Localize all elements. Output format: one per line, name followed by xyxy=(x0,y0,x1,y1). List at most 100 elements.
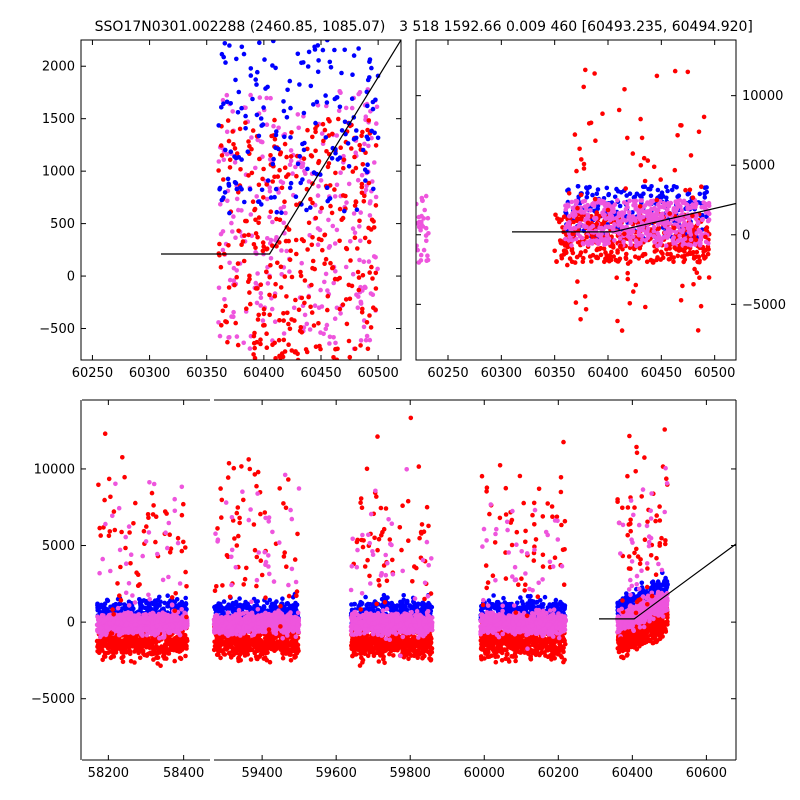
top_left-magenta-point xyxy=(331,280,337,286)
top_left-red-point xyxy=(225,118,231,123)
bottom-blue-point xyxy=(99,602,104,608)
bottom-red-point xyxy=(169,595,175,600)
top_right-blue-point xyxy=(595,187,601,192)
top_left-blue-point xyxy=(271,156,276,162)
top_left-magenta-point xyxy=(357,257,362,263)
top_left-red-point xyxy=(251,352,256,357)
top_left-red-point xyxy=(316,321,321,326)
top_left-magenta-point xyxy=(358,238,363,244)
top_left-blue-point xyxy=(332,47,337,53)
top_left-magenta-point xyxy=(323,271,329,277)
top_right-magenta-point xyxy=(645,226,651,231)
top_left-red-point xyxy=(268,209,274,214)
top_left-magenta-point xyxy=(224,151,230,157)
top_left-blue-point xyxy=(335,157,341,162)
bottom-magenta-point xyxy=(150,625,155,631)
top_left-red-point xyxy=(347,296,353,302)
bottom-magenta-point xyxy=(100,556,105,562)
top_left-blue-point xyxy=(216,123,221,128)
top_left-red-point xyxy=(364,320,370,325)
top_left-red-point xyxy=(373,203,379,208)
title-left: SSO17N0301.002288 (2460.85, 1085.07) xyxy=(95,19,386,35)
top_right-red-point xyxy=(658,249,664,255)
top_left-blue-point xyxy=(300,177,305,182)
top_right-red-point xyxy=(699,184,704,189)
top_right-magenta-point xyxy=(422,207,428,213)
top_left-blue-point xyxy=(228,101,233,106)
top_left-magenta-point xyxy=(234,334,240,339)
top_left-red-point xyxy=(353,165,359,171)
top_left-red-point xyxy=(278,354,284,360)
bottom-red-point xyxy=(167,550,173,555)
bottom-red-point xyxy=(100,657,105,663)
top_left-red-point xyxy=(219,323,224,328)
top_left-blue-point xyxy=(255,199,261,204)
top_left-red-point xyxy=(352,154,357,160)
top_left-red-point xyxy=(284,294,289,299)
top_left-blue-point xyxy=(349,96,355,101)
top_left-red-point xyxy=(308,304,313,310)
top_left-red-point xyxy=(369,264,374,270)
bottom-red-point xyxy=(165,650,171,656)
top_left-magenta-point xyxy=(230,229,235,234)
bottom-red-point xyxy=(101,642,107,647)
top_left-blue-point xyxy=(223,147,228,153)
top_right-magenta-point xyxy=(623,206,629,212)
bottom-red-point xyxy=(288,658,294,663)
top_left-red-point xyxy=(320,247,325,253)
top_right-magenta-point xyxy=(664,202,670,208)
top_left-red-point xyxy=(305,247,310,252)
top_left-blue-point xyxy=(315,69,321,75)
top_left-magenta-point xyxy=(227,335,232,340)
top_left-red-point xyxy=(240,239,246,244)
top_right-red-point xyxy=(583,67,588,73)
top_right-magenta-point xyxy=(686,229,692,235)
top_left-blue-point xyxy=(284,115,290,120)
bottom-red-point xyxy=(110,607,115,612)
bottom-red-point xyxy=(133,500,138,506)
bottom-red-point xyxy=(162,509,168,514)
top_left-ytick-label: 0 xyxy=(67,270,75,285)
top_left-blue-point xyxy=(311,170,317,175)
top_left-blue-point xyxy=(308,83,314,89)
top_right-magenta-point xyxy=(603,237,608,242)
bottom-red-point xyxy=(111,612,116,617)
top_right-magenta-point xyxy=(616,223,621,228)
top_right-magenta-point xyxy=(581,223,586,229)
top_right-magenta-point xyxy=(416,243,419,249)
bottom-magenta-point xyxy=(163,530,168,535)
top_left-blue-point xyxy=(239,187,244,192)
top_left-red-point xyxy=(356,275,362,280)
top_right-blue-point xyxy=(676,193,682,198)
top_right-magenta-point xyxy=(691,204,697,210)
top_right-magenta-point xyxy=(689,224,694,229)
top_right-red-point xyxy=(560,241,566,246)
top_right-blue-point xyxy=(685,191,691,197)
top_left-red-point xyxy=(340,193,346,198)
top_right-blue-point xyxy=(575,184,581,189)
top_left-blue-point xyxy=(308,205,313,210)
top_left-red-point xyxy=(359,184,365,190)
bottom-red-point xyxy=(95,649,100,654)
top_left-blue-point xyxy=(363,178,368,183)
bottom-magenta-point xyxy=(150,630,155,636)
top_left-ytick-label: 1000 xyxy=(42,165,75,180)
bottom-magenta-point xyxy=(179,484,185,490)
top_right-red-point xyxy=(630,151,636,156)
top_left-red-point xyxy=(373,286,379,291)
top_left-red-point xyxy=(262,322,267,328)
top_right-magenta-point xyxy=(425,215,431,221)
top_left-blue-point xyxy=(253,77,258,82)
top_left-magenta-point xyxy=(318,287,323,293)
top_right-red-point xyxy=(705,251,711,257)
top_right-red-point xyxy=(697,275,702,281)
top_left-magenta-point xyxy=(227,277,233,283)
top_right-magenta-point xyxy=(580,199,586,204)
top_left-magenta-point xyxy=(269,296,274,301)
top_left-red-point xyxy=(250,199,256,204)
top_left-blue-point xyxy=(375,135,381,141)
top_left-blue-point xyxy=(265,178,271,183)
top_left-magenta-point xyxy=(333,340,338,346)
top_right-red-point xyxy=(680,283,685,289)
top_right-magenta-point xyxy=(416,260,422,265)
